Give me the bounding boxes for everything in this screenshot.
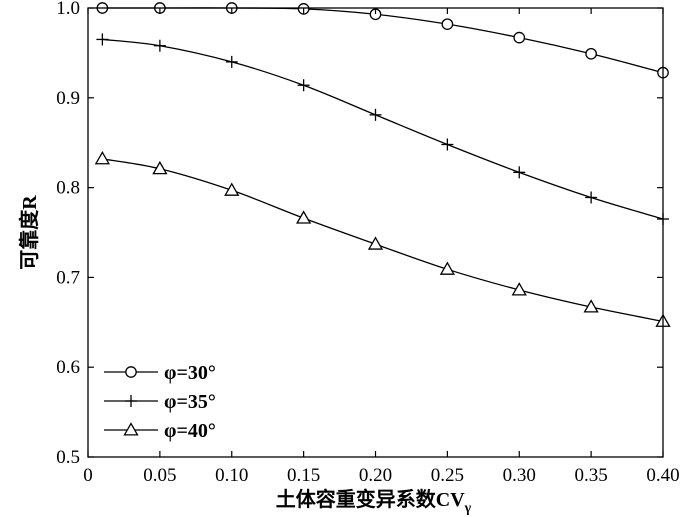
series-line bbox=[102, 158, 664, 323]
y-tick-label: 0.5 bbox=[56, 447, 80, 468]
data-point bbox=[585, 47, 597, 60]
data-point bbox=[94, 151, 110, 165]
data-point bbox=[96, 33, 109, 46]
legend-marker bbox=[125, 366, 137, 378]
data-point bbox=[585, 191, 598, 204]
data-point bbox=[441, 18, 454, 31]
legend-label: φ=35° bbox=[164, 391, 216, 413]
data-point bbox=[439, 261, 455, 275]
legend-label: φ=30° bbox=[164, 362, 216, 384]
legend-marker bbox=[123, 422, 139, 436]
legend-item: φ=40° bbox=[104, 420, 216, 442]
series-plus bbox=[96, 33, 669, 226]
series-line bbox=[102, 38, 664, 220]
x-tick-label: 0.40 bbox=[646, 465, 679, 486]
x-tick-label: 0 bbox=[83, 465, 93, 486]
data-point bbox=[369, 108, 382, 121]
x-axis-title: 土体容重变异系数CVγ bbox=[276, 487, 472, 516]
data-point bbox=[296, 210, 312, 224]
plot-frame bbox=[87, 7, 664, 458]
data-point bbox=[224, 182, 240, 196]
y-axis-title: 可靠度R bbox=[17, 195, 41, 270]
series-triangle bbox=[94, 151, 671, 327]
data-point bbox=[513, 166, 526, 179]
data-point bbox=[297, 79, 310, 92]
series-circle bbox=[96, 2, 669, 79]
data-point bbox=[152, 160, 168, 175]
data-point bbox=[225, 55, 238, 68]
y-tick-label: 0.8 bbox=[56, 178, 80, 199]
data-point bbox=[153, 39, 166, 52]
y-tick-label: 0.6 bbox=[56, 357, 80, 378]
x-tick-label: 0.30 bbox=[503, 465, 536, 486]
y-tick-label: 0.7 bbox=[56, 267, 80, 288]
legend-marker bbox=[125, 395, 137, 407]
x-tick-label: 0.35 bbox=[575, 465, 608, 486]
y-tick-label: 1.0 bbox=[56, 0, 80, 19]
x-tick-label: 0.20 bbox=[359, 465, 392, 486]
data-point bbox=[441, 138, 454, 151]
legend-label: φ=40° bbox=[164, 420, 216, 442]
legend-item: φ=35° bbox=[104, 391, 216, 413]
legend-item: φ=30° bbox=[104, 362, 216, 384]
data-point bbox=[513, 31, 526, 44]
x-tick-label: 0.25 bbox=[431, 465, 464, 486]
data-point bbox=[511, 282, 527, 296]
x-axis-title-text: 土体容重变异系数CV bbox=[276, 487, 465, 511]
data-point bbox=[583, 299, 599, 313]
x-tick-label: 0.15 bbox=[287, 465, 320, 486]
series-line bbox=[102, 7, 664, 74]
x-tick-label: 0.05 bbox=[143, 465, 176, 486]
data-point bbox=[367, 236, 384, 250]
x-axis-title-subscript: γ bbox=[464, 501, 472, 516]
x-tick-label: 0.10 bbox=[215, 465, 248, 486]
y-tick-label: 0.9 bbox=[56, 88, 80, 109]
